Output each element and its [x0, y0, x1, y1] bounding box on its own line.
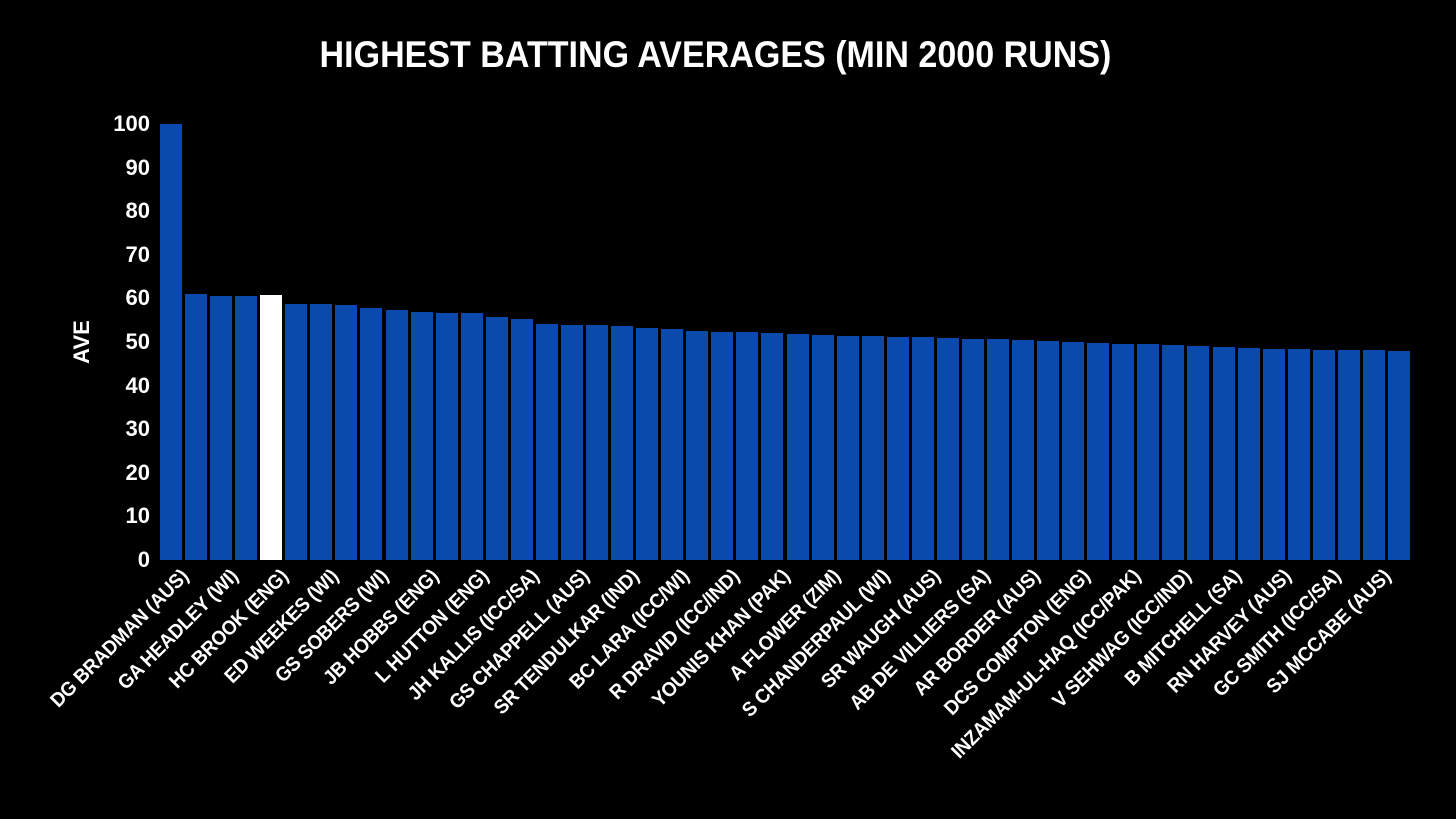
y-tick-label: 50	[125, 329, 150, 354]
bar	[360, 308, 383, 560]
bar	[335, 305, 358, 560]
chart-title: HIGHEST BATTING AVERAGES (MIN 2000 RUNS)	[0, 34, 1456, 76]
bar	[435, 312, 458, 560]
bar	[1087, 342, 1110, 560]
bar	[385, 309, 408, 560]
y-tick-label: 80	[125, 198, 150, 224]
bar	[1312, 349, 1335, 560]
bar	[1162, 344, 1185, 560]
chart-title-text: HIGHEST BATTING AVERAGES (MIN 2000 RUNS)	[319, 34, 1112, 75]
y-tick-label: 60	[125, 285, 150, 311]
bar	[961, 339, 984, 560]
bar	[1037, 340, 1060, 560]
bar	[1187, 345, 1210, 560]
bar	[661, 329, 684, 560]
y-tick-label: 100	[113, 111, 150, 136]
bar	[1262, 348, 1285, 560]
bar	[686, 330, 709, 560]
bar	[936, 338, 959, 560]
bar	[811, 335, 834, 560]
bar	[285, 304, 308, 560]
bar	[986, 339, 1009, 560]
y-tick-label: 20	[125, 459, 150, 485]
bar	[535, 324, 558, 560]
bar	[911, 337, 934, 560]
bar	[235, 296, 258, 560]
bar	[786, 334, 809, 560]
bar	[160, 124, 182, 560]
bar	[1237, 348, 1260, 560]
bar	[1012, 339, 1035, 560]
bar	[460, 312, 483, 560]
bar	[410, 311, 433, 560]
y-tick-label: 40	[125, 372, 150, 398]
bar	[886, 336, 909, 560]
bar	[185, 294, 208, 560]
bar	[1287, 349, 1310, 560]
bar	[1212, 346, 1235, 560]
highlight-bar	[260, 294, 283, 560]
bar	[861, 336, 884, 560]
bar	[711, 331, 734, 560]
bar	[210, 295, 233, 560]
bar	[1137, 344, 1160, 560]
bar	[310, 304, 333, 560]
bar	[560, 325, 583, 560]
bar	[1062, 341, 1085, 560]
y-tick-label: 10	[125, 503, 150, 529]
bar	[836, 335, 859, 560]
bar	[1387, 351, 1410, 560]
y-tick-label: 30	[125, 416, 150, 442]
bar	[586, 325, 609, 560]
y-tick-label: 90	[125, 154, 150, 180]
bar	[1337, 349, 1360, 560]
bar	[736, 332, 759, 560]
bar	[1362, 349, 1385, 560]
bar	[761, 333, 784, 560]
bar	[636, 327, 659, 560]
bar	[1112, 343, 1135, 560]
bar	[485, 316, 508, 560]
y-tick-label: 70	[125, 241, 150, 267]
bar	[510, 318, 533, 560]
y-tick-label: 0	[137, 547, 150, 572]
bar	[611, 325, 634, 560]
